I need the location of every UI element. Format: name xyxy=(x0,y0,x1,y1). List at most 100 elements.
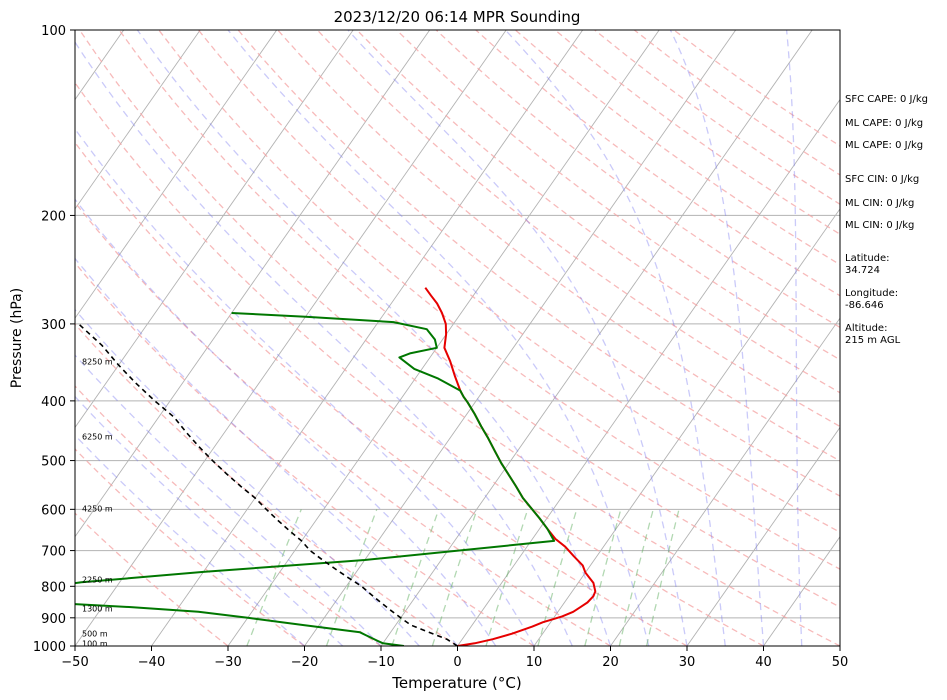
ml-cin-label: ML CIN: 0 J/kg xyxy=(845,198,914,209)
latitude-label: Latitude: xyxy=(845,253,890,264)
mixing-ratio-line xyxy=(325,509,378,646)
dry-adiabat xyxy=(75,261,535,646)
y-tick-label: 100 xyxy=(41,24,66,39)
isotherm-line xyxy=(75,30,201,210)
isotherm-line xyxy=(533,208,840,646)
x-axis: −50 −40 −30 −20 −10 0 10 20 30 40 50 xyxy=(61,646,848,670)
sfc-cape-label: SFC CAPE: 0 J/kg xyxy=(845,94,928,105)
y-tick-label: 200 xyxy=(41,209,66,224)
moist-adiabat xyxy=(75,434,305,646)
moist-adiabat xyxy=(75,257,459,646)
parcel-path-line xyxy=(78,323,458,646)
moist-adiabat xyxy=(785,30,803,646)
mixing-ratio-line xyxy=(537,509,578,646)
isotherm-line xyxy=(380,30,813,646)
dry-adiabat xyxy=(316,30,840,428)
dry-adiabat xyxy=(75,141,688,646)
dry-adiabat xyxy=(75,385,382,646)
dry-adiabat xyxy=(75,81,764,646)
y-tick-label: 800 xyxy=(41,580,66,595)
height-label: 100 m xyxy=(82,639,108,648)
altitude-label: Altitude: xyxy=(845,323,887,334)
dry-adiabat xyxy=(475,30,840,297)
height-label: 8250 m xyxy=(82,357,113,366)
dewpoint-line xyxy=(75,312,556,646)
isotherm-line xyxy=(227,30,660,646)
temperature-line xyxy=(424,287,597,646)
dry-adiabat xyxy=(237,30,840,497)
sounding-annotations: SFC CAPE: 0 J/kg ML CAPE: 0 J/kg ML CAPE: … xyxy=(845,94,928,346)
y-tick-label: 500 xyxy=(41,455,66,470)
y-axis: 100 200 300 400 500 600 700 800 900 1000 xyxy=(33,24,75,655)
isotherm-line xyxy=(75,30,354,429)
y-tick-label: 300 xyxy=(41,318,66,333)
x-tick-label: −50 xyxy=(61,655,88,670)
x-tick-label: −20 xyxy=(291,655,318,670)
height-label: 4250 m xyxy=(82,504,113,513)
isotherm-line xyxy=(151,30,584,646)
mixing-ratio-line xyxy=(618,509,654,646)
dry-adiabat xyxy=(356,30,840,394)
isotherm-line xyxy=(304,30,737,646)
x-tick-label: 0 xyxy=(453,655,461,670)
latitude-value: 34.724 xyxy=(845,265,880,276)
longitude-label: Longitude: xyxy=(845,288,898,299)
dry-adiabat xyxy=(75,512,229,646)
sfc-cin-label: SFC CIN: 0 J/kg xyxy=(845,174,919,185)
mixing-ratio-line xyxy=(645,509,680,646)
moist-adiabat xyxy=(504,30,726,646)
moist-adiabat xyxy=(75,308,420,646)
moist-adiabat xyxy=(75,198,497,646)
moist-adiabat xyxy=(227,30,650,646)
moist-adiabat xyxy=(75,395,344,646)
altitude-value: 215 m AGL xyxy=(845,335,901,346)
moist-adiabat xyxy=(669,30,765,646)
dry-adiabat xyxy=(79,30,840,646)
x-tick-label: 40 xyxy=(755,655,772,670)
x-tick-label: 30 xyxy=(679,655,696,670)
x-tick-label: 10 xyxy=(526,655,543,670)
y-tick-label: 600 xyxy=(41,503,66,518)
x-axis-label: Temperature (°C) xyxy=(391,674,521,692)
height-label: 6250 m xyxy=(82,433,113,442)
height-label: 1300 m xyxy=(82,605,113,614)
y-tick-label: 400 xyxy=(41,395,66,410)
series-layer xyxy=(75,287,597,646)
isotherm-line xyxy=(610,317,840,646)
dry-adiabat xyxy=(197,30,840,533)
longitude-value: -86.646 xyxy=(845,300,884,311)
mixing-ratio-line xyxy=(391,509,440,646)
dry-adiabat xyxy=(158,30,840,570)
isotherm-line xyxy=(75,30,507,646)
dry-adiabat xyxy=(75,448,305,646)
mixing-ratio-line xyxy=(485,509,529,646)
mixing-ratio-line xyxy=(246,509,302,646)
ml-cape-label-2: ML CAPE: 0 J/kg xyxy=(845,140,923,151)
y-tick-label: 700 xyxy=(41,545,66,560)
ml-cin-label-2: ML CIN: 0 J/kg xyxy=(845,220,914,231)
dry-adiabat xyxy=(75,201,611,646)
height-label: 500 m xyxy=(82,630,108,639)
moist-adiabat xyxy=(75,40,573,646)
ml-cape-label: ML CAPE: 0 J/kg xyxy=(845,118,923,129)
moist-adiabat xyxy=(347,30,688,646)
isotherm-line xyxy=(75,30,278,319)
moist-adiabat xyxy=(75,354,382,646)
y-tick-label: 900 xyxy=(41,612,66,627)
isotherm-line xyxy=(763,535,840,646)
chart-title: 2023/12/20 06:14 MPR Sounding xyxy=(334,8,581,26)
x-tick-label: 50 xyxy=(832,655,849,670)
dry-adiabat xyxy=(118,30,840,608)
moist-adiabat xyxy=(75,127,535,646)
background-lines xyxy=(75,30,840,646)
dry-adiabat xyxy=(75,323,458,646)
x-tick-label: −30 xyxy=(214,655,241,670)
y-axis-label: Pressure (hPa) xyxy=(9,288,25,388)
dry-adiabat xyxy=(277,30,840,462)
height-label: 2250 m xyxy=(82,576,113,585)
x-tick-label: 20 xyxy=(602,655,619,670)
x-tick-label: −10 xyxy=(367,655,394,670)
x-tick-label: −40 xyxy=(138,655,165,670)
